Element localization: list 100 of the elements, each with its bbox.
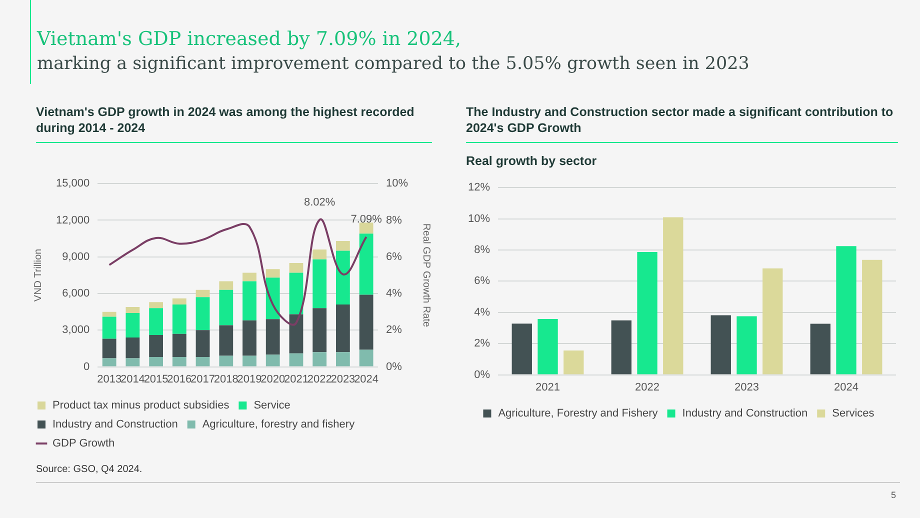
bar — [736, 316, 757, 374]
x-tick-label: 2021 — [536, 381, 560, 394]
y-tick-label: 8% — [474, 244, 490, 256]
bar — [219, 325, 234, 356]
bar — [810, 324, 830, 374]
bar — [312, 250, 327, 260]
text: Vietnam's GDP increased by 7.09% in 2024, — [37, 28, 462, 50]
bar — [219, 356, 234, 366]
bar — [102, 338, 116, 358]
bar — [196, 297, 210, 330]
bar — [336, 352, 350, 366]
bar — [611, 320, 632, 374]
y-tick-label: 3,000 — [62, 324, 90, 336]
legend-label: Services — [832, 408, 875, 420]
bar — [359, 222, 374, 234]
y-tick-label: 6% — [474, 275, 490, 288]
x-tick-label: 2020 — [260, 373, 286, 386]
bar — [512, 324, 532, 374]
chart-title: The Industry and Construction sector made a significant contribution to 2024's GDP Growth — [466, 104, 898, 143]
bar — [564, 350, 584, 374]
bar — [312, 352, 327, 366]
data-label: 7.09% — [350, 213, 382, 226]
x-tick-label: 2018 — [214, 373, 238, 386]
bar — [102, 312, 116, 317]
y2-tick-label: 8% — [386, 214, 402, 226]
bar — [359, 234, 374, 295]
x-tick-label: 2024 — [354, 373, 379, 386]
bar — [126, 313, 140, 338]
x-tick-label: 2022 — [635, 381, 660, 394]
legend-label: Service — [254, 400, 290, 412]
bar — [126, 337, 140, 358]
text: 5 — [890, 490, 896, 500]
legend-label: Agriculture, forestry and fishery — [202, 418, 356, 431]
bar — [149, 357, 163, 366]
bar — [538, 318, 558, 374]
y2-tick-label: 2% — [386, 324, 402, 336]
bar — [196, 290, 210, 298]
y-tick-label: 15,000 — [56, 178, 90, 190]
chart-title: Vietnam's GDP growth in 2024 was among the highest recorded during 2014 - 2024 — [36, 104, 432, 143]
x-tick-label: 2022 — [307, 373, 332, 386]
bar — [862, 260, 882, 374]
y2-tick-label: 6% — [386, 250, 402, 263]
bar — [126, 358, 140, 366]
legend-label: Industry and Construction — [682, 408, 808, 420]
x-tick-label: 2017 — [190, 373, 216, 386]
bar — [710, 315, 731, 374]
bar — [336, 304, 350, 352]
x-tick-label: 2014 — [120, 373, 145, 386]
data-label: 8.02% — [304, 196, 336, 208]
bar — [172, 304, 186, 334]
bar — [102, 358, 116, 366]
bar — [219, 290, 234, 326]
source-note: Source: GSO, Q4 2024. — [36, 464, 142, 475]
y-tick-label: 6,000 — [62, 288, 90, 300]
bar — [637, 252, 658, 374]
y-tick-label: 0% — [474, 368, 490, 381]
bar — [289, 272, 304, 314]
bar — [289, 314, 304, 354]
bar — [762, 268, 783, 374]
y-tick-label: 10% — [468, 212, 490, 225]
chart-subtitle: Real growth by sector — [466, 153, 598, 170]
bar — [126, 306, 140, 314]
bar — [172, 357, 186, 366]
bar — [266, 319, 280, 355]
y-tick-label: 12% — [468, 182, 490, 194]
bar — [266, 269, 280, 278]
bar — [663, 217, 684, 374]
bar — [836, 246, 856, 374]
bar — [149, 302, 163, 308]
y2-tick-label: 4% — [386, 288, 402, 300]
bar — [242, 320, 256, 356]
y2-axis-title: Real GDP Growth Rate — [420, 223, 432, 328]
legend-label: GDP Growth — [52, 438, 115, 450]
bar — [149, 308, 163, 336]
y-tick-label: 12,000 — [56, 214, 90, 226]
x-tick-label: 2015 — [144, 373, 168, 386]
x-tick-label: 2021 — [284, 373, 308, 386]
legend-label: Product tax minus product subsidies — [52, 400, 230, 412]
bar — [196, 330, 210, 358]
legend-label: Agriculture, Forestry and Fishery — [498, 408, 658, 420]
y-tick-label: 0 — [84, 360, 90, 373]
bar — [242, 356, 256, 366]
x-tick-label: 2023 — [734, 381, 759, 394]
x-tick-label: 2024 — [834, 381, 858, 394]
bar — [149, 335, 163, 358]
x-tick-label: 2019 — [237, 373, 262, 386]
y2-tick-label: 10% — [386, 178, 408, 190]
bar — [196, 357, 210, 366]
bar — [242, 272, 256, 282]
bar — [359, 350, 374, 366]
y-tick-label: 2% — [474, 338, 490, 350]
bar — [219, 281, 234, 290]
bar — [289, 353, 304, 366]
x-tick-label: 2016 — [167, 373, 192, 386]
bar — [336, 241, 350, 251]
bar — [102, 316, 116, 339]
legend-label: Industry and Construction — [52, 418, 178, 431]
bar — [266, 354, 280, 366]
bar — [242, 281, 256, 320]
y-axis-title: VND Trillion — [32, 248, 44, 302]
